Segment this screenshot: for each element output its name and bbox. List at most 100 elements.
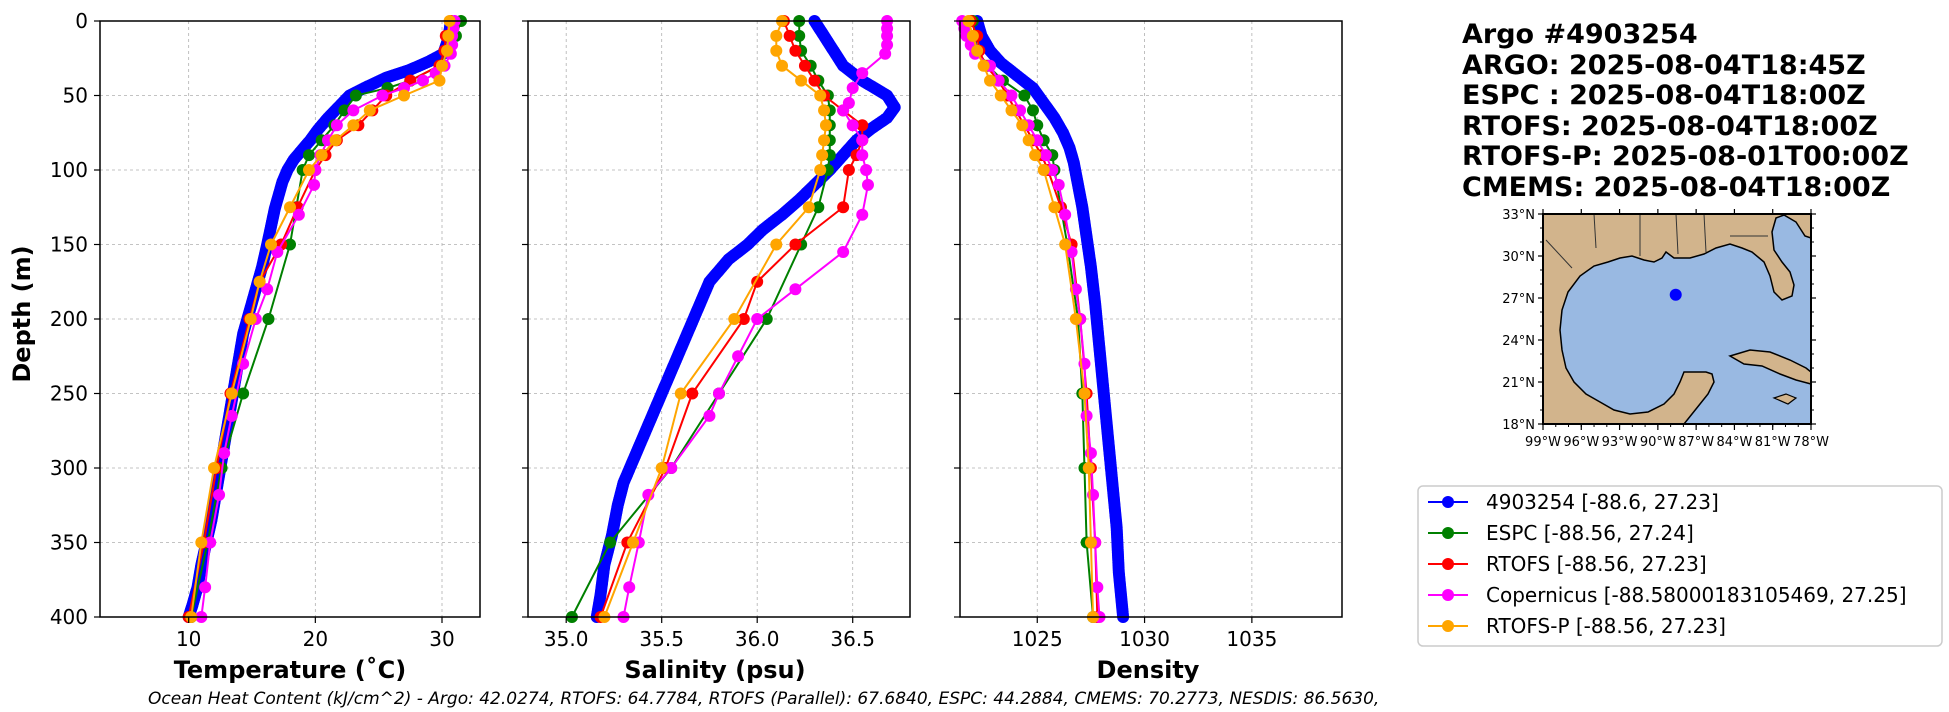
series-point xyxy=(665,462,678,474)
series-point xyxy=(308,178,321,191)
series-point xyxy=(984,74,997,87)
series-point xyxy=(881,29,894,42)
argo-location-marker xyxy=(1669,288,1682,301)
map-ticks: 33°N 30°N 27°N 24°N 21°N 18°N 99°W 96°W 93°W 90°W… xyxy=(1502,208,1829,450)
y-tick-label: 150 xyxy=(50,233,88,257)
series-point xyxy=(398,89,410,102)
y-tick-label: 350 xyxy=(50,531,88,555)
series-point xyxy=(819,119,832,132)
temperature-panel: 0 50 100 150 200 250 300 350 400 10 20 30 xyxy=(50,9,481,651)
x-tick-label: 30 xyxy=(429,627,454,651)
map-lat-label: 21°N xyxy=(1502,376,1535,391)
series-point xyxy=(225,387,238,400)
x-tick-label: 1035 xyxy=(1226,627,1277,651)
series-point xyxy=(349,89,362,102)
series-point xyxy=(789,283,802,296)
series-point xyxy=(728,313,741,325)
y-tick-label: 200 xyxy=(50,307,88,331)
legend-entry: RTOFS [-88.56, 27.23] xyxy=(1428,552,1707,576)
series-point xyxy=(237,387,250,400)
x-tick-label: 36.5 xyxy=(830,627,875,651)
series-point xyxy=(1018,89,1031,102)
series-point xyxy=(213,488,226,501)
series-point xyxy=(837,201,850,214)
legend-marker xyxy=(1442,527,1454,539)
map-land-us xyxy=(1542,213,1812,425)
series-point xyxy=(789,238,802,251)
series-point xyxy=(1084,536,1097,549)
series-point xyxy=(789,44,802,57)
series-point xyxy=(208,462,220,474)
legend-label: RTOFS-P [-88.56, 27.23] xyxy=(1486,614,1726,638)
series-point xyxy=(303,164,315,176)
series-point xyxy=(604,536,617,549)
series-point xyxy=(442,29,455,42)
series-point xyxy=(798,59,811,72)
series-point xyxy=(1059,238,1072,251)
legend-entry: Copernicus [-88.58000183105469, 27.25] xyxy=(1428,583,1907,607)
series-point xyxy=(623,581,636,594)
series-point xyxy=(770,44,783,57)
series-point xyxy=(433,74,446,87)
map-frame xyxy=(1542,213,1812,425)
series-point xyxy=(315,149,328,162)
series-point xyxy=(842,164,855,176)
map-lon-label: 81°W xyxy=(1755,435,1791,450)
y-tick-label: 250 xyxy=(50,382,88,406)
salinity-panel: 35.0 35.5 36.0 36.5 xyxy=(522,15,911,651)
map-lat-label: 33°N xyxy=(1502,208,1535,223)
series-point xyxy=(265,238,277,251)
series-point xyxy=(284,201,296,214)
legend-entry: ESPC [-88.56, 27.24] xyxy=(1428,521,1694,545)
series-point xyxy=(218,447,231,460)
info-rtofs-p-time: RTOFS-P: 2025-08-01T00:00Z xyxy=(1462,141,1909,172)
series-point xyxy=(244,313,257,325)
location-map: 33°N 30°N 27°N 24°N 21°N 18°N 99°W 96°W 93°W 90°W… xyxy=(1502,208,1829,450)
series-point xyxy=(1029,149,1042,162)
series-point xyxy=(1082,462,1095,474)
x-tick-label: 35.0 xyxy=(544,627,589,651)
y-tick-label: 100 xyxy=(50,158,88,182)
series-point xyxy=(1069,313,1082,325)
density-panel: 1025 1030 1035 xyxy=(954,15,1343,651)
info-espc-time: ESPC : 2025-08-04T18:00Z xyxy=(1462,80,1866,111)
map-lon-label: 78°W xyxy=(1793,435,1829,450)
series-point xyxy=(329,134,342,147)
series-point xyxy=(776,59,789,72)
y-axis-label: Depth (m) xyxy=(8,245,36,382)
series-point xyxy=(1016,119,1029,132)
series-point xyxy=(1091,581,1104,594)
series-point xyxy=(856,67,869,80)
series-point xyxy=(303,149,315,162)
series-point xyxy=(417,74,429,87)
series-point xyxy=(1039,149,1052,162)
series-point xyxy=(363,104,376,117)
x-axis-label-salinity: Salinity (psu) xyxy=(624,656,805,684)
series-point xyxy=(1005,89,1018,102)
legend-marker xyxy=(1442,620,1454,632)
series-point xyxy=(770,238,783,251)
series-point xyxy=(195,536,208,549)
series-point xyxy=(881,38,894,51)
series-point xyxy=(977,59,990,72)
legend-label: Copernicus [-88.58000183105469, 27.25] xyxy=(1486,583,1907,607)
series-point xyxy=(751,313,764,325)
info-cmems-time: CMEMS: 2025-08-04T18:00Z xyxy=(1462,172,1890,203)
series-point xyxy=(856,119,869,132)
series-point xyxy=(1059,208,1072,221)
series-point xyxy=(818,134,831,147)
salinity-series-3 xyxy=(617,15,894,623)
series-point xyxy=(856,208,869,221)
series-point xyxy=(642,488,655,501)
series-point xyxy=(812,201,825,214)
legend-entry: RTOFS-P [-88.56, 27.23] xyxy=(1428,614,1726,638)
x-axis-label-temperature: Temperature (˚C) xyxy=(174,656,407,684)
map-lon-label: 84°W xyxy=(1716,435,1752,450)
series-point xyxy=(199,581,212,594)
map-lat-label: 24°N xyxy=(1502,334,1535,349)
series-point xyxy=(783,29,796,42)
y-tick-label: 400 xyxy=(50,605,88,629)
info-block: Argo #4903254 ARGO: 2025-08-04T18:45Z ES… xyxy=(1462,19,1909,203)
map-land-caribbean xyxy=(1772,393,1798,405)
